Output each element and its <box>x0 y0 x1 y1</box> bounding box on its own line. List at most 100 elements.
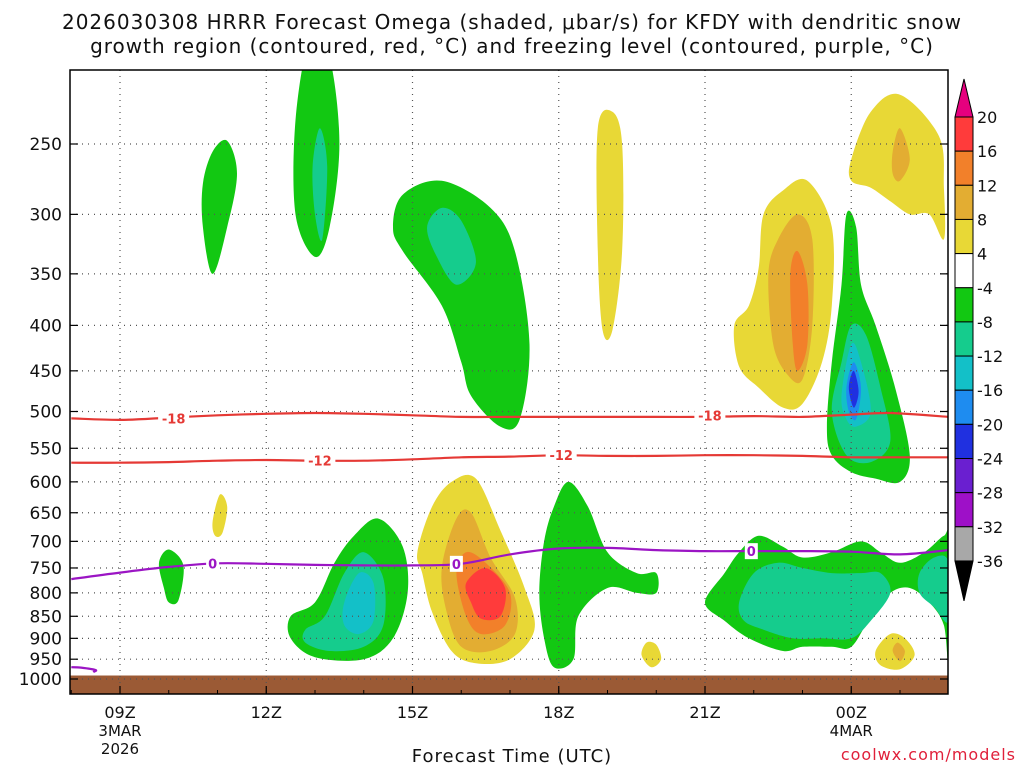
x-tick-label-09Z: 09Z <box>104 703 135 722</box>
y-tick-label-550: 550 <box>30 439 62 459</box>
colorbar-swatch--12 <box>954 321 974 357</box>
y-tick-label-650: 650 <box>30 504 62 524</box>
colorbar: 20 16 12 8 4 -4 -8 -12 -16 -20 -24 -28 -32 -36 <box>954 78 1003 602</box>
colorbar-swatch-bottom <box>954 560 974 602</box>
x-tick-label-00Z: 00Z <box>836 703 867 722</box>
colorbar-label-4: 4 <box>977 245 987 264</box>
x-year-label-2026: 2026 <box>101 740 139 758</box>
y-axis: 2503003504004505005506006507007508008509… <box>19 135 948 690</box>
green-cell-h <box>158 549 184 605</box>
x-tick-label-12Z: 12Z <box>251 703 282 722</box>
y-tick-label-450: 450 <box>30 362 62 382</box>
green-cell-k <box>539 481 659 669</box>
x-axis-title: Forecast Time (UTC) <box>411 746 613 767</box>
yellow-speck-h <box>212 494 228 538</box>
colorbar-label--12: -12 <box>977 347 1003 366</box>
colorbar-label--20: -20 <box>977 415 1003 434</box>
y-tick-label-300: 300 <box>30 205 62 225</box>
colorbar-label--8: -8 <box>977 313 993 332</box>
chart-title-line-1: 2026030308 HRRR Forecast Omega (shaded, … <box>61 10 963 34</box>
omega-shading-layer <box>158 70 948 670</box>
cyan-cell-i <box>342 572 376 635</box>
colorbar-swatch-16 <box>954 116 974 152</box>
colorbar-swatch-top <box>954 78 974 118</box>
colorbar-label-16: 16 <box>977 142 997 161</box>
dark-orange-cell-e <box>790 250 809 371</box>
grid-layer <box>70 70 948 694</box>
y-tick-label-950: 950 <box>30 650 62 670</box>
y-tick-label-250: 250 <box>30 135 62 155</box>
freezing-level-contour-label: 0 <box>747 545 756 560</box>
colorbar-swatch--4 <box>954 253 974 289</box>
colorbar-swatch-12 <box>954 150 974 186</box>
dendritic-contour-minus18-label: -18 <box>162 412 186 427</box>
colorbar-swatch--24 <box>954 423 974 460</box>
green-cell-c <box>393 180 530 430</box>
x-tick-label-18Z: 18Z <box>543 703 574 722</box>
y-tick-label-350: 350 <box>30 265 62 285</box>
yellow-cell-d <box>596 109 624 341</box>
ground-layer <box>70 675 948 694</box>
dendritic-contour-minus18-label-bg <box>158 410 190 427</box>
freezing-level-contour-label-bg <box>744 543 758 560</box>
dendritic-contour-minus12 <box>71 454 948 464</box>
colorbar-label-12: 12 <box>977 176 997 195</box>
y-tick-label-1000: 1000 <box>19 670 62 690</box>
dendritic-contour-minus12-label: -12 <box>308 455 332 470</box>
dendritic-contour-minus18-label: -18 <box>698 409 722 424</box>
colorbar-swatch-8 <box>954 184 974 220</box>
colorbar-swatch--32 <box>954 492 974 528</box>
x-date-label-3MAR: 3MAR <box>98 722 141 740</box>
ground-fill <box>70 675 948 694</box>
colorbar-label-8: 8 <box>977 210 987 229</box>
freezing-level-contour-label-bg <box>449 555 463 572</box>
colorbar-swatch--20 <box>954 389 974 425</box>
green-cell-a <box>201 139 237 274</box>
y-tick-label-850: 850 <box>30 607 62 627</box>
red-cell-j <box>465 567 506 621</box>
freezing-level-contour-label: 0 <box>208 557 217 572</box>
contour-layer: -18 -18 -12 -12 0 0 0 <box>71 407 948 673</box>
dendritic-contour-minus18 <box>71 411 948 422</box>
teal-cell-l2 <box>917 555 948 623</box>
navy-cell-g <box>848 370 859 408</box>
y-tick-label-600: 600 <box>30 473 62 493</box>
dendritic-contour-minus12-label-bg <box>304 452 336 469</box>
chart-title-line-2: growth region (contoured, red, °C) and f… <box>90 34 934 58</box>
teal-cell-c <box>427 207 476 285</box>
colorbar-swatch--8 <box>954 287 974 323</box>
dendritic-contour-minus12-label-bg <box>545 447 577 464</box>
colorbar-label-20: 20 <box>977 108 997 127</box>
dendritic-contour-minus12-label: -12 <box>549 449 573 464</box>
freezing-level-contour-label-bg <box>206 555 220 572</box>
credit-link[interactable]: coolwx.com/models <box>840 745 1016 764</box>
freezing-level-sfc-contour <box>71 666 98 673</box>
colorbar-label--36: -36 <box>977 552 1003 571</box>
y-tick-label-900: 900 <box>30 629 62 649</box>
colorbar-label--28: -28 <box>977 484 1003 503</box>
y-tick-label-400: 400 <box>30 316 62 336</box>
colorbar-label--24: -24 <box>977 450 1003 469</box>
y-tick-label-750: 750 <box>30 559 62 579</box>
freezing-level-contour-label: 0 <box>452 558 461 573</box>
colorbar-swatch-4 <box>954 218 974 255</box>
x-date-label-4MAR: 4MAR <box>830 722 873 740</box>
orange-cell-f <box>891 128 910 182</box>
y-tick-label-800: 800 <box>30 584 62 604</box>
colorbar-label--32: -32 <box>977 518 1003 537</box>
y-tick-label-700: 700 <box>30 532 62 552</box>
colorbar-swatch--36 <box>954 526 974 562</box>
teal-cell-b <box>312 128 328 242</box>
x-tick-label-21Z: 21Z <box>689 703 720 722</box>
orange-cell-l <box>892 642 905 662</box>
plot-frame <box>69 69 949 695</box>
dendritic-contour-minus18-label-bg <box>694 407 726 424</box>
colorbar-label--4: -4 <box>977 279 993 298</box>
colorbar-swatch--16 <box>954 355 974 391</box>
colorbar-label--16: -16 <box>977 381 1003 400</box>
colorbar-swatch--28 <box>954 458 974 494</box>
x-tick-label-15Z: 15Z <box>397 703 428 722</box>
y-tick-label-500: 500 <box>30 403 62 423</box>
